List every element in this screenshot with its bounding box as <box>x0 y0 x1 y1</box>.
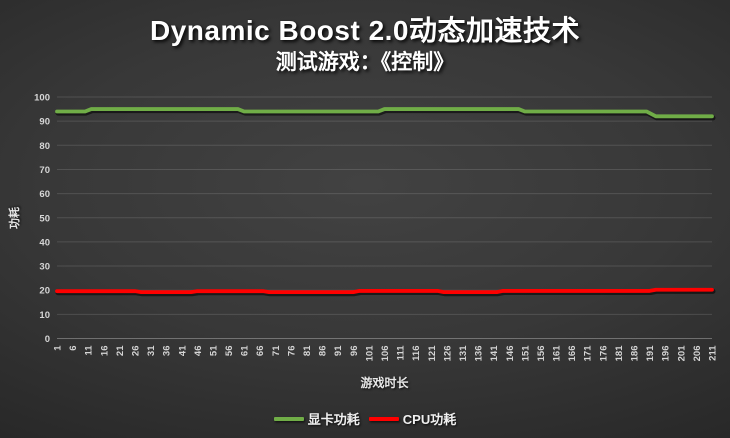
x-tick-label: 176 <box>598 346 609 362</box>
x-tick-label: 86 <box>318 346 329 357</box>
x-tick-label: 31 <box>146 345 157 356</box>
y-tick-label: 10 <box>39 310 50 321</box>
x-tick-label: 151 <box>520 345 531 362</box>
x-tick-label: 91 <box>333 345 344 356</box>
x-tick-label: 131 <box>458 345 469 362</box>
gpu-power-line <box>55 107 714 119</box>
y-tick-label: 60 <box>39 189 50 200</box>
x-tick-label: 11 <box>84 345 95 356</box>
y-tick-label: 40 <box>39 237 50 248</box>
chart-subtitle: 测试游戏：《控制》 <box>275 51 455 74</box>
x-tick-label: 171 <box>583 345 594 362</box>
legend: 显卡功耗 CPU功耗 <box>0 409 730 428</box>
x-tick-label: 71 <box>271 345 282 356</box>
y-axis-title: 功耗 <box>9 207 21 229</box>
y-tick-label: 100 <box>34 93 50 104</box>
x-tick-label: 116 <box>411 346 422 361</box>
x-tick-label: 51 <box>208 345 219 356</box>
y-tick-label: 30 <box>39 262 50 273</box>
x-tick-label: 101 <box>364 345 375 362</box>
x-tick-label: 46 <box>193 346 204 357</box>
y-tick-label: 20 <box>39 286 50 297</box>
cpu-legend-label: CPU功耗 <box>402 412 457 427</box>
x-tick-label: 56 <box>224 346 235 357</box>
x-tick-label: 36 <box>162 346 173 357</box>
x-tick-label: 146 <box>505 346 516 362</box>
x-tick-label: 61 <box>240 345 251 356</box>
x-tick-label: 106 <box>380 346 391 362</box>
y-tick-label: 80 <box>39 141 50 152</box>
y-tick-label: 70 <box>39 165 50 176</box>
x-tick-label: 166 <box>567 346 578 362</box>
x-tick-label: 26 <box>130 346 141 357</box>
x-tick-label: 66 <box>255 346 266 357</box>
x-tick-label: 21 <box>115 345 126 356</box>
x-tick-label: 161 <box>552 345 563 362</box>
x-tick-label: 211 <box>708 345 719 361</box>
x-tick-label: 76 <box>286 346 297 357</box>
x-tick-label: 181 <box>614 345 625 362</box>
x-tick-label: 156 <box>536 346 547 362</box>
x-tick-label: 16 <box>99 346 110 357</box>
x-tick-label: 196 <box>661 346 672 362</box>
x-axis-title: 游戏时长 <box>360 376 409 390</box>
x-tick-label: 206 <box>692 346 703 362</box>
x-tick-label: 111 <box>396 345 407 361</box>
y-tick-label: 50 <box>39 213 50 224</box>
cpu-line-swatch-icon <box>368 416 399 421</box>
x-tick-label: 1 <box>53 345 64 351</box>
x-tick-label: 41 <box>177 345 188 356</box>
chart-title: Dynamic Boost 2.0动态加速技术 <box>149 15 581 46</box>
x-tick-label: 186 <box>630 346 641 362</box>
x-tick-label: 6 <box>68 346 79 351</box>
x-tick-label: 136 <box>474 346 485 362</box>
y-tick-label: 90 <box>39 117 50 128</box>
x-tick-label: 121 <box>427 345 438 362</box>
x-tick-label: 191 <box>645 345 656 362</box>
cpu-power-line <box>55 287 714 295</box>
x-tick-label: 126 <box>442 346 453 362</box>
x-tick-label: 96 <box>349 346 360 357</box>
y-tick-label: 0 <box>45 334 50 345</box>
gpu-line-swatch-icon <box>273 416 304 421</box>
x-tick-label: 201 <box>676 345 687 362</box>
x-tick-label: 81 <box>302 345 313 356</box>
gpu-legend-label: 显卡功耗 <box>307 412 360 427</box>
legend-item-cpu: CPU功耗 <box>368 409 457 428</box>
legend-item-gpu: 显卡功耗 <box>273 409 360 428</box>
x-tick-label: 141 <box>489 345 500 362</box>
